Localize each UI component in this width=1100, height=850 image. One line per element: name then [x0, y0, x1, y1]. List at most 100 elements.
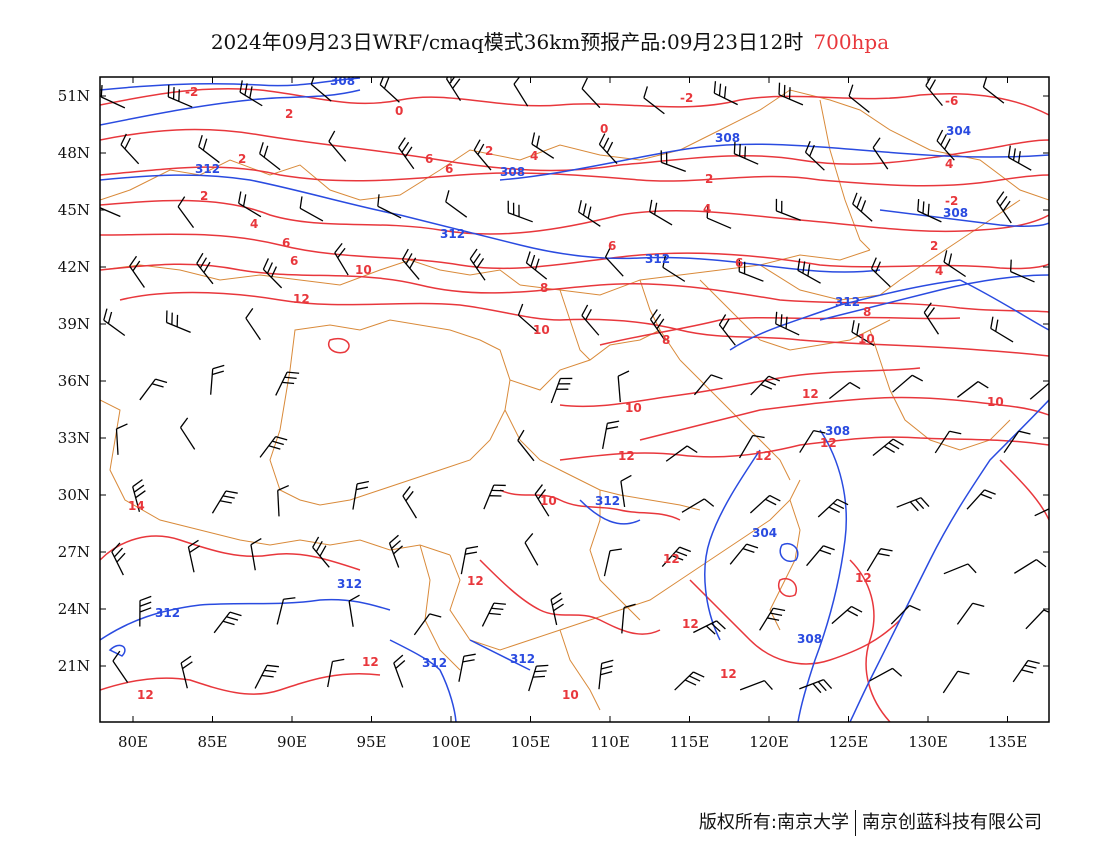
wind-barb	[662, 255, 686, 282]
wind-barb	[327, 658, 345, 688]
temp-label: 12	[293, 292, 310, 306]
temp-label: 4	[703, 202, 711, 216]
wind-barb	[348, 594, 360, 627]
wind-barb	[956, 602, 985, 625]
height-label: 304	[752, 526, 777, 540]
wind-barb	[936, 129, 955, 161]
temp-label: 6	[290, 254, 298, 268]
wind-barb	[517, 429, 535, 462]
wind-barb	[892, 374, 924, 393]
wind-barb	[943, 563, 977, 575]
wind-barb	[210, 364, 225, 395]
wind-barb	[388, 534, 403, 568]
wind-barb	[196, 252, 214, 285]
temp-label: 10	[562, 688, 579, 702]
temp-label: 12	[802, 387, 819, 401]
wind-barb	[445, 77, 462, 102]
wind-barb	[729, 543, 759, 565]
height-label: 312	[195, 162, 220, 176]
wind-barb	[617, 370, 630, 403]
wind-barb	[103, 308, 126, 337]
temp-label: 12	[755, 449, 772, 463]
wind-barb	[852, 192, 873, 222]
height-label: 312	[835, 295, 860, 309]
wind-barb	[621, 603, 636, 634]
wind-barb	[799, 429, 826, 453]
wind-barb	[890, 604, 921, 625]
height-label: 308	[330, 74, 355, 88]
temp-label: 6	[445, 162, 453, 176]
height-label: 312	[422, 656, 447, 670]
wind-barb	[806, 545, 835, 567]
wind-barb	[179, 417, 196, 450]
wind-barb	[398, 137, 415, 170]
axis-ticks	[100, 77, 1049, 722]
copyright: 版权所有:南京大学 南京创蓝科技有限公司	[699, 808, 1042, 836]
lon-tick-label: 90E	[277, 733, 307, 751]
wind-barb	[966, 489, 996, 510]
wind-barb	[598, 133, 618, 164]
wind-barb	[213, 611, 242, 634]
temp-label: -2	[945, 194, 958, 208]
lon-tick-label: 120E	[749, 733, 789, 751]
wind-barb	[524, 533, 539, 566]
wind-barb	[328, 130, 347, 162]
wind-barb	[661, 546, 692, 567]
lon-tick-label: 85E	[197, 733, 227, 751]
wind-barb	[869, 667, 903, 682]
temp-label: -2	[185, 85, 198, 99]
wind-barb	[379, 77, 400, 103]
wind-barb	[713, 81, 738, 106]
height-label: 312	[155, 606, 180, 620]
height-label: 312	[440, 227, 465, 241]
temp-label: 10	[987, 395, 1004, 409]
wind-barb	[245, 308, 261, 341]
wind-barb	[473, 139, 492, 171]
temp-label: 10	[533, 323, 550, 337]
wind-barb	[483, 484, 506, 510]
wind-barb	[1034, 508, 1049, 517]
height-label: 304	[946, 124, 971, 138]
temp-label: 12	[362, 655, 379, 669]
wind-barb	[334, 242, 349, 276]
wind-barb	[445, 190, 468, 218]
wind-barb	[674, 671, 705, 691]
temp-label: 8	[662, 333, 670, 347]
temp-label: 8	[863, 305, 871, 319]
wind-barb	[528, 664, 549, 692]
wind-barb	[517, 303, 539, 333]
wind-barb	[481, 602, 506, 627]
wind-barb	[250, 538, 262, 571]
wind-barb	[1010, 259, 1035, 283]
wind-barb	[262, 258, 283, 289]
temp-label: 6	[282, 236, 290, 250]
wind-barb	[775, 198, 801, 221]
temp-label: 12	[618, 449, 635, 463]
wind-barb	[1014, 559, 1047, 574]
wind-barb	[1025, 609, 1049, 630]
wind-barb	[957, 381, 989, 398]
temp-label: 10	[858, 332, 875, 346]
wind-barb	[401, 248, 420, 280]
wind-barb	[402, 486, 418, 519]
lat-tick-label: 36N	[58, 372, 90, 390]
wind-barb	[578, 200, 601, 227]
temperature-labels: -2 2 0 -2 2 0 2 4 2 -6 4 -2 2 4 6 6 4 2 …	[128, 85, 1004, 702]
temp-label: 10	[625, 401, 642, 415]
wind-barb	[1003, 430, 1031, 453]
lat-tick-label: 48N	[58, 144, 90, 162]
wind-barb	[665, 445, 698, 462]
lon-tick-label: 80E	[118, 733, 148, 751]
wind-barb	[693, 620, 726, 635]
temp-label: 8	[540, 281, 548, 295]
wind-barb	[872, 137, 889, 170]
wind-barb	[1029, 382, 1049, 400]
wind-barb	[775, 311, 800, 336]
lat-tick-label: 51N	[58, 87, 90, 105]
wind-barb	[377, 194, 402, 219]
temp-label: 6	[425, 152, 433, 166]
temp-label: 0	[395, 104, 403, 118]
height-label: 308	[797, 632, 822, 646]
temp-label: 0	[600, 122, 608, 136]
